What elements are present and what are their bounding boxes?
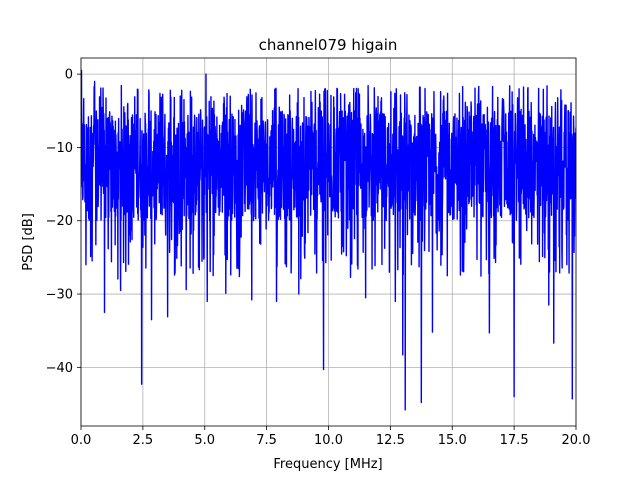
x-tick-label: 7.5 [256, 433, 277, 448]
x-tick-label: 15.0 [438, 433, 467, 448]
y-axis-ticks: 0 −10 −20 −30 −40 [46, 68, 81, 376]
x-tick-label: 20.0 [562, 433, 591, 448]
x-axis-label: Frequency [MHz] [273, 457, 382, 472]
psd-series-line [81, 69, 576, 411]
y-tick-label: −30 [46, 288, 73, 303]
x-tick-label: 10.0 [314, 433, 343, 448]
plot-area [81, 69, 576, 411]
y-axis-label: PSD [dB] [21, 213, 36, 271]
y-tick-label: −10 [46, 141, 73, 156]
x-tick-label: 5.0 [194, 433, 215, 448]
y-tick-label: 0 [65, 68, 73, 83]
x-tick-label: 2.5 [133, 433, 154, 448]
x-tick-label: 0.0 [71, 433, 92, 448]
x-tick-label: 12.5 [376, 433, 405, 448]
chart-title: channel079 higain [259, 36, 398, 54]
y-tick-label: −20 [46, 214, 73, 229]
x-axis-ticks: 0.0 2.5 5.0 7.5 10.0 12.5 15.0 17.5 20.0 [71, 426, 591, 448]
x-tick-label: 17.5 [500, 433, 529, 448]
y-tick-label: −40 [46, 361, 73, 376]
